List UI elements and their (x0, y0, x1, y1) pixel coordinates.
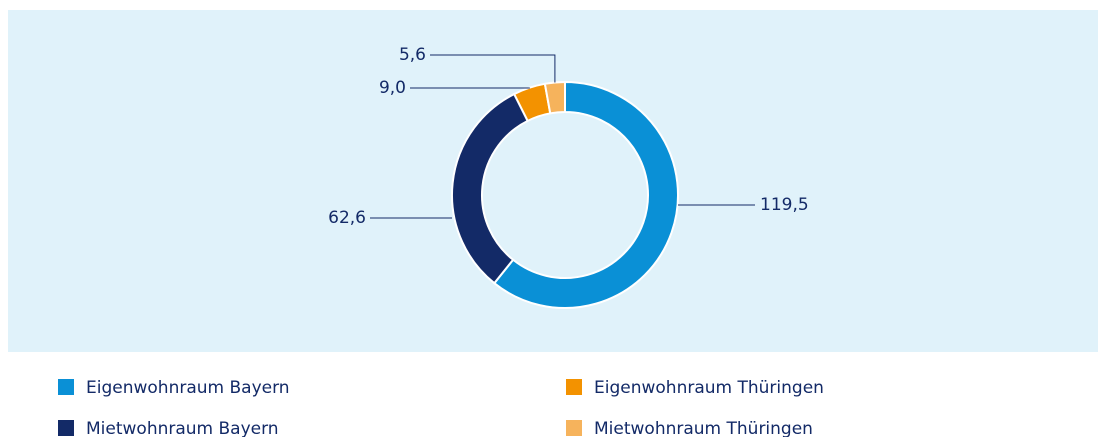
data-label: 119,5 (760, 195, 809, 215)
legend-swatch (566, 379, 582, 395)
data-label: 5,6 (399, 45, 426, 65)
legend-label: Eigenwohnraum Thüringen (594, 378, 824, 398)
donut-slice (492, 80, 679, 309)
donut-slice (543, 80, 566, 115)
legend-swatch (566, 420, 582, 436)
leader-line (430, 54, 556, 83)
legend-label: Mietwohnraum Thüringen (594, 419, 813, 437)
data-label: 9,0 (379, 78, 406, 98)
legend-swatch (58, 379, 74, 395)
legend-label: Eigenwohnraum Bayern (86, 378, 290, 398)
legend-label: Mietwohnraum Bayern (86, 419, 279, 437)
legend-swatch (58, 420, 74, 436)
data-label: 62,6 (328, 208, 366, 228)
